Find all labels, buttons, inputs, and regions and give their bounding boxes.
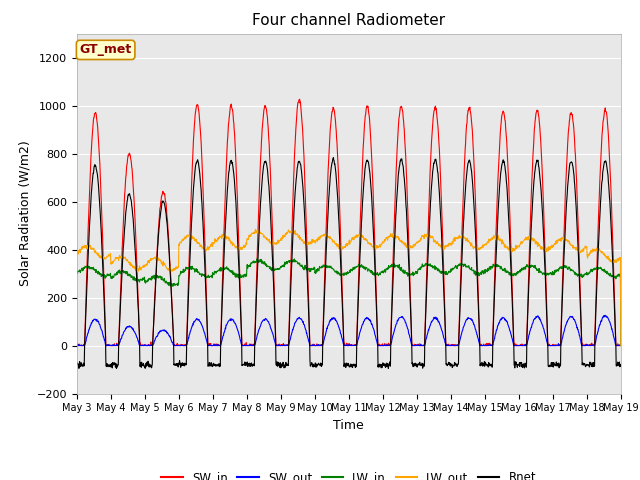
SW_out (335, 324, 342, 330)
Rnet (324, 203, 332, 208)
Rnet (617, 363, 625, 369)
SW_out (602, 312, 609, 318)
SW_out (617, 342, 625, 348)
Rnet (73, 362, 81, 368)
SW_in (158, 191, 166, 197)
LW_out (158, 260, 166, 265)
SW_out (74, 343, 81, 348)
LW_out (73, 251, 81, 256)
LW_in (291, 256, 298, 262)
LW_in (324, 264, 332, 270)
Rnet (557, 325, 565, 331)
LW_in (73, 270, 81, 276)
SW_out (477, 343, 485, 348)
Title: Four channel Radiometer: Four channel Radiometer (252, 13, 445, 28)
LW_in (617, 343, 625, 348)
LW_out (610, 259, 618, 264)
Rnet (335, 221, 343, 227)
LW_in (557, 265, 564, 271)
Line: LW_out: LW_out (77, 229, 621, 346)
LW_out (252, 227, 259, 232)
Line: SW_in: SW_in (77, 99, 621, 346)
LW_in (335, 270, 342, 276)
Rnet (158, 198, 166, 204)
SW_in (296, 96, 303, 102)
Text: GT_met: GT_met (79, 43, 132, 56)
SW_out (158, 327, 166, 333)
LW_out (557, 239, 564, 244)
SW_in (617, 343, 625, 348)
X-axis label: Time: Time (333, 419, 364, 432)
SW_out (611, 337, 618, 343)
SW_out (557, 342, 564, 348)
LW_out (617, 343, 625, 348)
Line: SW_out: SW_out (77, 315, 621, 346)
LW_out (324, 234, 332, 240)
SW_out (324, 322, 332, 328)
SW_in (335, 190, 343, 196)
SW_in (557, 321, 565, 326)
LW_out (335, 243, 342, 249)
Legend: SW_in, SW_out, LW_in, LW_out, Rnet: SW_in, SW_out, LW_in, LW_out, Rnet (157, 466, 541, 480)
Line: Rnet: Rnet (77, 157, 621, 368)
Y-axis label: Solar Radiation (W/m2): Solar Radiation (W/m2) (18, 141, 31, 287)
SW_in (73, 342, 81, 348)
Rnet (477, 361, 485, 367)
SW_in (477, 343, 485, 348)
Rnet (611, 303, 618, 309)
LW_out (477, 244, 485, 250)
SW_out (73, 342, 81, 348)
SW_in (74, 343, 81, 348)
LW_in (158, 274, 166, 280)
LW_in (477, 272, 485, 277)
Rnet (113, 365, 120, 371)
SW_in (611, 293, 618, 299)
Line: LW_in: LW_in (77, 259, 621, 346)
Rnet (330, 155, 337, 160)
LW_in (610, 274, 618, 280)
SW_in (325, 155, 333, 160)
